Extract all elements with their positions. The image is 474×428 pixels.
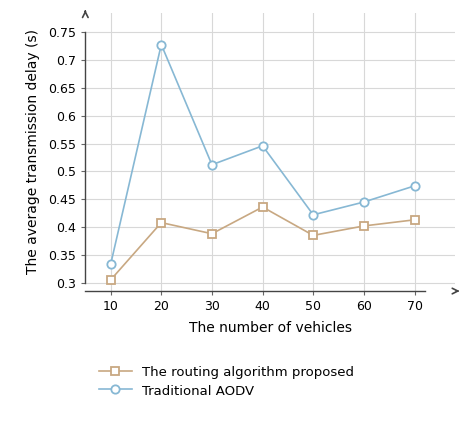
Traditional AODV (361, 199, 367, 205)
The routing algorithm proposed (108, 277, 113, 282)
Line: The routing algorithm proposed: The routing algorithm proposed (107, 203, 419, 284)
Traditional AODV (158, 42, 164, 47)
The routing algorithm proposed (209, 231, 215, 236)
Traditional AODV (108, 262, 113, 267)
Traditional AODV (260, 143, 265, 149)
Traditional AODV (412, 183, 418, 188)
The routing algorithm proposed (361, 223, 367, 229)
The routing algorithm proposed (412, 217, 418, 223)
The routing algorithm proposed (310, 233, 316, 238)
Traditional AODV (310, 212, 316, 217)
The routing algorithm proposed (260, 205, 265, 210)
Traditional AODV (209, 162, 215, 167)
Legend: The routing algorithm proposed, Traditional AODV: The routing algorithm proposed, Traditio… (92, 359, 361, 404)
Line: Traditional AODV: Traditional AODV (107, 40, 419, 268)
The routing algorithm proposed (158, 220, 164, 225)
Y-axis label: The average transmission delay (s): The average transmission delay (s) (26, 30, 40, 274)
X-axis label: The number of vehicles: The number of vehicles (189, 321, 352, 336)
